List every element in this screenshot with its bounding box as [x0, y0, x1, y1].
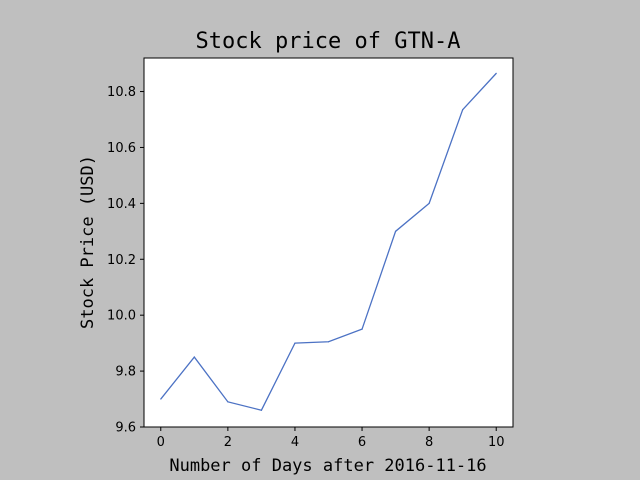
data-point [495, 72, 497, 74]
chart-title: Stock price of GTN-A [196, 29, 461, 54]
x-tick-label: 6 [358, 435, 366, 450]
x-tick-label: 0 [157, 435, 165, 450]
y-tick-label: 10.2 [107, 253, 136, 268]
y-tick-label: 10.0 [107, 309, 136, 324]
x-tick-label: 10 [488, 435, 505, 450]
x-axis-label: Number of Days after 2016-11-16 [169, 456, 486, 476]
series-layer [160, 72, 497, 411]
data-point [327, 341, 330, 343]
y-axis-label: Stock Price (USD) [78, 155, 98, 329]
y-tick-label: 10.4 [107, 197, 136, 212]
y-axis-ticks: 9.6 9.8 10.0 10.2 10.4 10.6 10.8 [107, 85, 144, 436]
data-point [394, 230, 397, 232]
y-tick-label: 9.8 [115, 365, 136, 380]
y-tick-label: 9.6 [115, 421, 136, 436]
data-point [361, 328, 363, 330]
y-tick-label: 10.6 [107, 141, 136, 156]
x-axis-ticks: 0 2 4 6 8 10 [157, 427, 505, 450]
data-point [294, 342, 296, 344]
y-tick-label: 10.8 [107, 85, 136, 100]
data-point [227, 401, 229, 403]
x-tick-label: 8 [425, 435, 433, 450]
data-point [428, 202, 430, 204]
x-tick-label: 4 [291, 435, 299, 450]
data-point [193, 356, 195, 358]
data-point [160, 398, 162, 400]
data-point [260, 409, 263, 411]
x-tick-label: 2 [224, 435, 232, 450]
data-point [462, 109, 464, 111]
plot-area [143, 57, 514, 428]
